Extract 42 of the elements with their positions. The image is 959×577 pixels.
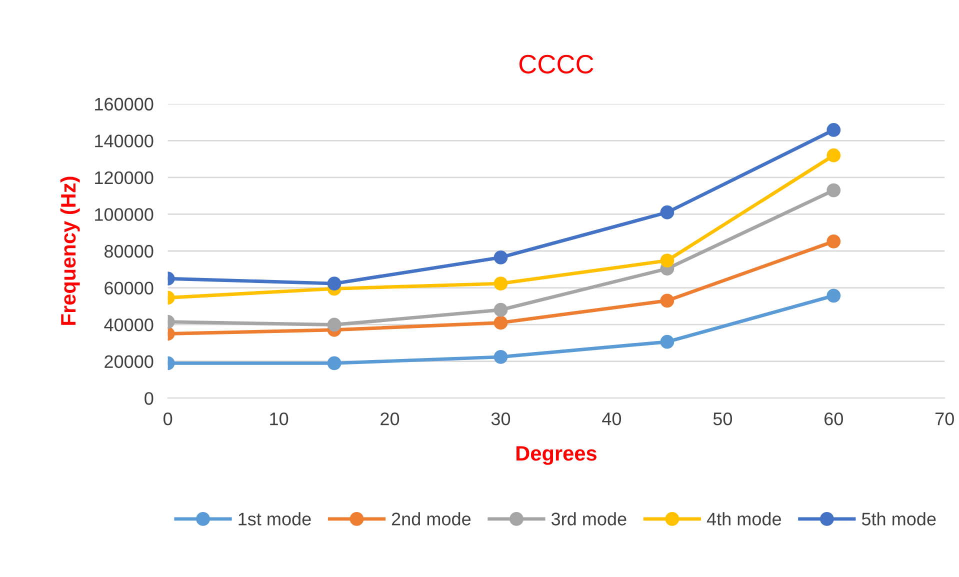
point xyxy=(327,318,342,332)
y-tick-label: 120000 xyxy=(95,171,154,184)
legend-label: 1st mode xyxy=(238,512,311,526)
point xyxy=(660,205,674,220)
y-axis-title: Frequency (Hz) xyxy=(60,176,80,325)
x-tick-label: 0 xyxy=(164,412,172,426)
point xyxy=(826,148,841,162)
point xyxy=(494,250,508,264)
x-tick-label: 70 xyxy=(936,412,954,426)
point xyxy=(327,356,342,370)
legend-label: 5th mode xyxy=(862,512,936,526)
legend-label: 3rd mode xyxy=(551,512,626,526)
x-axis-title: Degrees xyxy=(516,446,596,465)
chart-title: CCCC xyxy=(519,54,594,74)
y-tick-label: 0 xyxy=(144,392,154,405)
x-tick-label: 30 xyxy=(491,412,510,426)
point xyxy=(826,123,841,137)
point xyxy=(660,254,674,268)
point xyxy=(494,302,508,317)
y-tick-label: 20000 xyxy=(104,355,154,368)
y-tick-label: 60000 xyxy=(104,282,154,294)
x-tick-label: 50 xyxy=(713,412,732,426)
y-tick-label: 100000 xyxy=(95,208,154,221)
y-tick-label: 160000 xyxy=(95,98,154,111)
legend-label: 4th mode xyxy=(706,512,781,526)
point xyxy=(660,294,674,308)
legend-label: 2nd mode xyxy=(392,512,471,526)
point xyxy=(826,183,841,198)
point xyxy=(494,276,508,290)
x-tick-label: 60 xyxy=(824,412,843,426)
y-tick-label: 80000 xyxy=(104,244,154,258)
point xyxy=(826,234,841,248)
point xyxy=(494,350,508,364)
x-tick-label: 20 xyxy=(380,412,400,426)
x-tick-label: 10 xyxy=(270,412,288,426)
point xyxy=(660,334,674,349)
point xyxy=(826,288,841,303)
y-tick-label: 40000 xyxy=(104,318,154,332)
x-tick-label: 40 xyxy=(602,412,622,426)
point xyxy=(327,276,342,290)
y-tick-label: 140000 xyxy=(95,134,154,148)
point xyxy=(494,316,508,330)
